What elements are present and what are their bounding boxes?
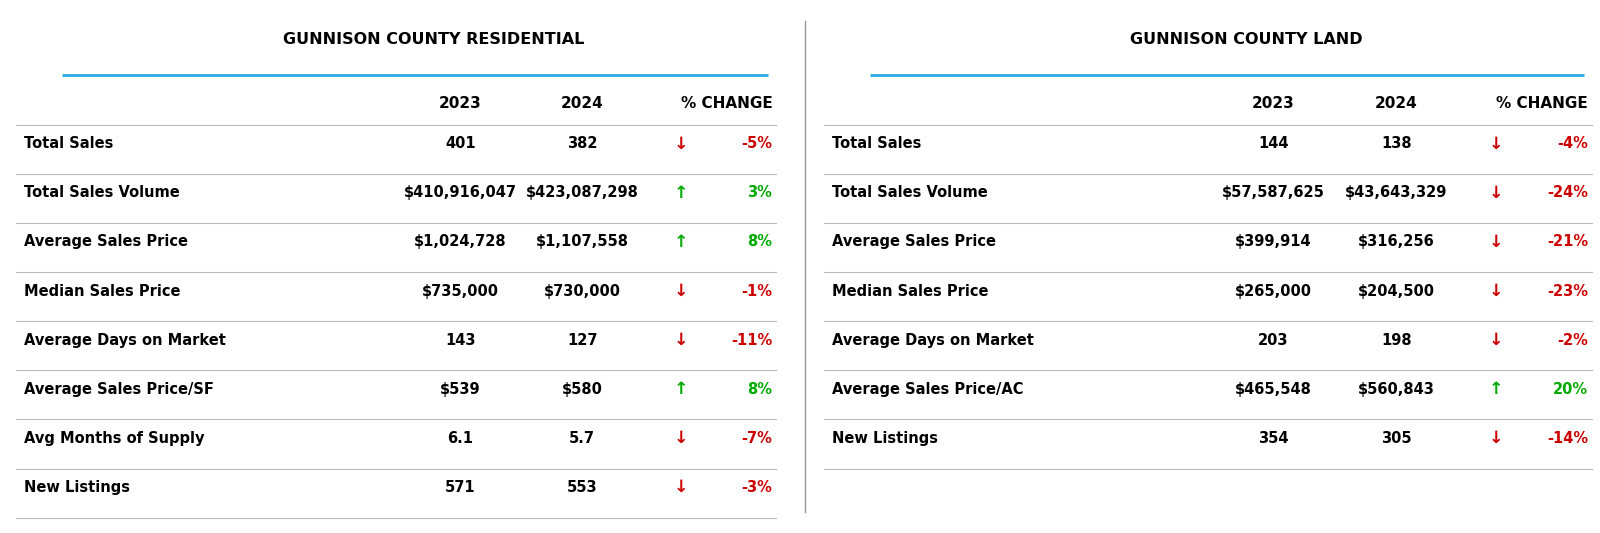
Text: -21%: -21% xyxy=(1547,235,1589,249)
Text: 8%: 8% xyxy=(747,382,773,397)
Text: 144: 144 xyxy=(1258,136,1288,151)
Text: 20%: 20% xyxy=(1554,382,1589,397)
Text: $1,107,558: $1,107,558 xyxy=(536,235,629,249)
Text: ↑: ↑ xyxy=(1488,380,1504,398)
Text: 401: 401 xyxy=(445,136,475,151)
Text: Average Sales Price: Average Sales Price xyxy=(24,235,187,249)
Text: $204,500: $204,500 xyxy=(1358,284,1435,298)
Text: $735,000: $735,000 xyxy=(422,284,499,298)
Text: 2024: 2024 xyxy=(1374,96,1418,111)
Text: $316,256: $316,256 xyxy=(1358,235,1435,249)
Text: $399,914: $399,914 xyxy=(1235,235,1312,249)
Text: GUNNISON COUNTY LAND: GUNNISON COUNTY LAND xyxy=(1130,33,1363,47)
Text: 127: 127 xyxy=(566,333,597,348)
Text: 2024: 2024 xyxy=(562,96,603,111)
Text: ↓: ↓ xyxy=(674,331,688,349)
Text: Median Sales Price: Median Sales Price xyxy=(832,284,989,298)
Text: ↑: ↑ xyxy=(674,233,688,251)
Text: Total Sales Volume: Total Sales Volume xyxy=(24,185,179,200)
Text: -23%: -23% xyxy=(1547,284,1589,298)
Text: $57,587,625: $57,587,625 xyxy=(1222,185,1325,200)
Text: -5%: -5% xyxy=(741,136,773,151)
Text: -3%: -3% xyxy=(741,480,773,495)
Text: $465,548: $465,548 xyxy=(1235,382,1312,397)
Text: Avg Months of Supply: Avg Months of Supply xyxy=(24,431,205,446)
Text: $580: $580 xyxy=(562,382,603,397)
Text: Average Sales Price/AC: Average Sales Price/AC xyxy=(832,382,1022,397)
Text: ↓: ↓ xyxy=(674,478,688,496)
Text: Average Days on Market: Average Days on Market xyxy=(832,333,1034,348)
Text: 382: 382 xyxy=(566,136,597,151)
Text: New Listings: New Listings xyxy=(24,480,130,495)
Text: 143: 143 xyxy=(445,333,475,348)
Text: ↓: ↓ xyxy=(1488,282,1504,300)
Text: ↓: ↓ xyxy=(1488,429,1504,447)
Text: $410,916,047: $410,916,047 xyxy=(405,185,517,200)
Text: Total Sales: Total Sales xyxy=(24,136,114,151)
Text: % CHANGE: % CHANGE xyxy=(680,96,773,111)
Text: ↑: ↑ xyxy=(674,184,688,202)
Text: $539: $539 xyxy=(440,382,482,397)
Text: 553: 553 xyxy=(566,480,597,495)
Text: ↓: ↓ xyxy=(1488,331,1504,349)
Text: 203: 203 xyxy=(1258,333,1288,348)
Text: New Listings: New Listings xyxy=(832,431,938,446)
Text: ↓: ↓ xyxy=(1488,233,1504,251)
Text: Average Sales Price: Average Sales Price xyxy=(832,235,995,249)
Text: -14%: -14% xyxy=(1547,431,1589,446)
Text: $43,643,329: $43,643,329 xyxy=(1346,185,1448,200)
Text: -11%: -11% xyxy=(731,333,773,348)
Text: Total Sales: Total Sales xyxy=(832,136,922,151)
Text: Total Sales Volume: Total Sales Volume xyxy=(832,185,987,200)
Text: % CHANGE: % CHANGE xyxy=(1496,96,1587,111)
Text: 354: 354 xyxy=(1258,431,1288,446)
Text: 138: 138 xyxy=(1381,136,1411,151)
Text: 2023: 2023 xyxy=(1251,96,1294,111)
Text: ↓: ↓ xyxy=(674,282,688,300)
Text: $423,087,298: $423,087,298 xyxy=(526,185,638,200)
Text: $560,843: $560,843 xyxy=(1358,382,1435,397)
Text: Average Sales Price/SF: Average Sales Price/SF xyxy=(24,382,213,397)
Text: ↓: ↓ xyxy=(1488,184,1504,202)
Text: 3%: 3% xyxy=(747,185,773,200)
Text: -24%: -24% xyxy=(1547,185,1589,200)
Text: ↓: ↓ xyxy=(674,429,688,447)
Text: -2%: -2% xyxy=(1557,333,1589,348)
Text: Median Sales Price: Median Sales Price xyxy=(24,284,181,298)
Text: 198: 198 xyxy=(1381,333,1411,348)
Text: -4%: -4% xyxy=(1557,136,1589,151)
Text: $1,024,728: $1,024,728 xyxy=(414,235,507,249)
Text: -1%: -1% xyxy=(741,284,773,298)
Text: 8%: 8% xyxy=(747,235,773,249)
Text: 305: 305 xyxy=(1381,431,1411,446)
Text: 6.1: 6.1 xyxy=(448,431,474,446)
Text: ↓: ↓ xyxy=(1488,135,1504,153)
Text: Average Days on Market: Average Days on Market xyxy=(24,333,226,348)
Text: ↓: ↓ xyxy=(674,135,688,153)
Text: ↑: ↑ xyxy=(674,380,688,398)
Text: -7%: -7% xyxy=(741,431,773,446)
Text: $730,000: $730,000 xyxy=(544,284,621,298)
Text: 571: 571 xyxy=(445,480,475,495)
Text: 5.7: 5.7 xyxy=(570,431,595,446)
Text: 2023: 2023 xyxy=(440,96,482,111)
Text: GUNNISON COUNTY RESIDENTIAL: GUNNISON COUNTY RESIDENTIAL xyxy=(283,33,584,47)
Text: $265,000: $265,000 xyxy=(1235,284,1312,298)
